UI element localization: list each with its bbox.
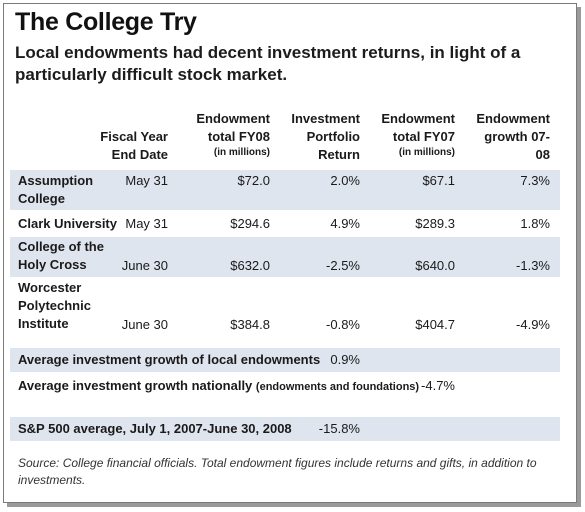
header-fy07: Endowment total FY07 (in millions)	[375, 110, 455, 160]
summary-national-note: (endowments and foundations)	[255, 381, 420, 393]
table-row: Worcester Polytechnic Institute June 30 …	[10, 278, 560, 340]
summary-sp500-label: S&P 500 average, July 1, 2007-June 30, 2…	[18, 421, 292, 436]
header-fy08-unit: (in millions)	[213, 147, 270, 158]
row-fy08: $632.0	[230, 258, 270, 273]
row-name: Assumption College	[18, 173, 94, 206]
row-date: June 30	[121, 258, 168, 273]
row-date: June 30	[121, 317, 168, 332]
header-return: Investment Portfolio Return	[291, 111, 360, 162]
row-fy07: $67.1	[422, 173, 455, 188]
header-growth: Endowment growth 07-08	[476, 111, 550, 162]
row-return: 4.9%	[330, 216, 360, 231]
row-name: Clark University	[18, 216, 117, 231]
summary-local-row: Average investment growth of local endow…	[10, 348, 560, 372]
row-return: -2.5%	[326, 258, 360, 273]
page-title: The College Try	[15, 8, 197, 36]
row-growth: 7.3%	[520, 173, 550, 188]
table-row: Clark University May 31 $294.6 4.9% $289…	[10, 212, 560, 236]
row-fy07: $640.0	[415, 258, 455, 273]
row-date: May 31	[125, 216, 168, 231]
row-return: -0.8%	[326, 317, 360, 332]
header-fiscal-year: Fiscal Year End Date	[100, 129, 168, 162]
row-fy07: $289.3	[415, 216, 455, 231]
row-name: College of the Holy Cross	[18, 239, 104, 272]
row-fy08: $384.8	[230, 317, 270, 332]
summary-local-label: Average investment growth of local endow…	[18, 352, 321, 367]
summary-national-label: Average investment growth nationally (en…	[18, 378, 420, 393]
row-fy08: $294.6	[230, 216, 270, 231]
row-growth: 1.8%	[520, 216, 550, 231]
summary-national-row: Average investment growth nationally (en…	[10, 374, 560, 398]
source-note: Source: College financial officials. Tot…	[18, 456, 537, 487]
row-fy07: $404.7	[415, 317, 455, 332]
summary-national-value: -4.7%	[421, 378, 455, 393]
row-name: Worcester Polytechnic Institute	[18, 280, 91, 331]
table-row: College of the Holy Cross June 30 $632.0…	[10, 237, 560, 277]
row-return: 2.0%	[330, 173, 360, 188]
summary-local-value: 0.9%	[330, 352, 360, 367]
summary-sp500-value: -15.8%	[318, 421, 360, 436]
header-fy08: Endowment total FY08 (in millions)	[188, 110, 270, 160]
table-row: Assumption College May 31 $72.0 2.0% $67…	[10, 170, 560, 210]
row-fy08: $72.0	[237, 173, 270, 188]
row-growth: -1.3%	[516, 258, 550, 273]
row-date: May 31	[125, 173, 168, 188]
subtitle: Local endowments had decent investment r…	[15, 43, 521, 84]
row-growth: -4.9%	[516, 317, 550, 332]
summary-sp500-row: S&P 500 average, July 1, 2007-June 30, 2…	[10, 417, 560, 441]
header-fy07-unit: (in millions)	[398, 147, 455, 158]
